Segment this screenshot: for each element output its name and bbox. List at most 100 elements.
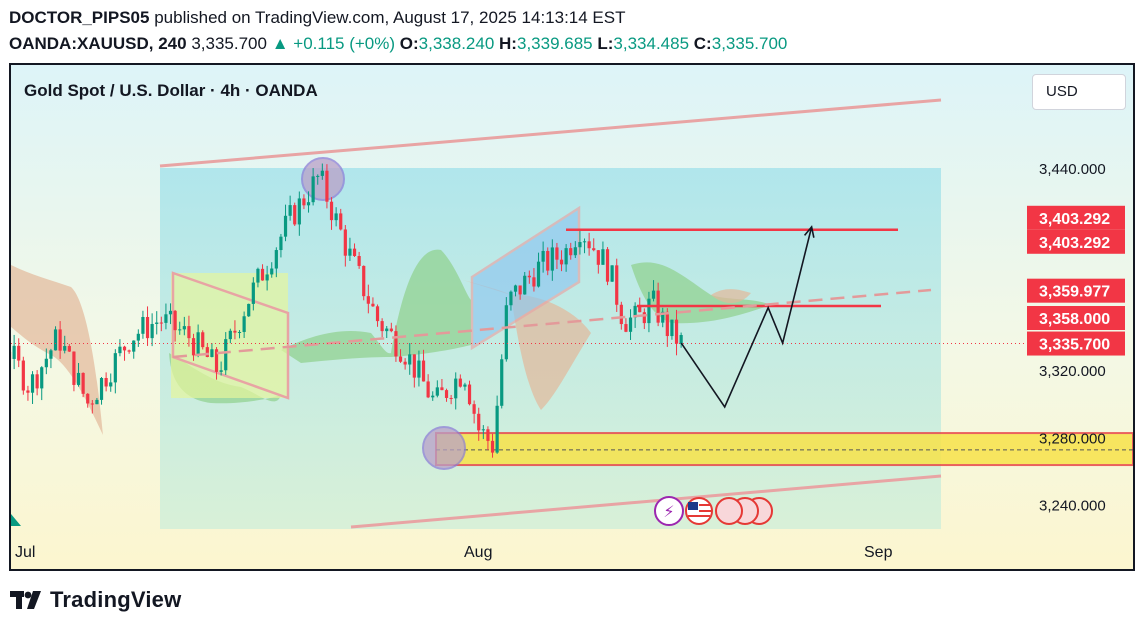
candle-body — [421, 360, 426, 382]
candle-body — [30, 374, 35, 393]
candle-body — [481, 429, 485, 431]
candle-body — [582, 241, 587, 243]
candle-body — [624, 324, 628, 332]
cloud-blob — [463, 280, 591, 410]
candle-body — [518, 285, 522, 295]
author-name[interactable]: DOCTOR_PIPS05 — [9, 8, 150, 27]
candle-body — [343, 229, 347, 256]
candle-body — [58, 329, 62, 351]
candle-body — [237, 331, 242, 333]
candle-body — [569, 248, 573, 256]
candle-body — [288, 205, 292, 216]
candle-body — [334, 213, 338, 221]
candle-body — [665, 311, 669, 337]
upper-channel-line — [159, 98, 942, 168]
candle-body — [228, 330, 232, 340]
candle-body — [178, 329, 182, 331]
candle-body — [449, 397, 453, 399]
price-tick-label: 3,280.000 — [1039, 430, 1106, 447]
candle-body — [279, 236, 283, 251]
price-tick-label: 3,440.000 — [1039, 161, 1106, 178]
price-change: +0.115 (+0%) — [293, 34, 396, 53]
candle-body — [224, 339, 228, 371]
bear-flag-channel — [171, 271, 290, 400]
candle-body — [633, 305, 637, 318]
candle-body — [136, 333, 140, 341]
price-tag — [1027, 278, 1125, 303]
candle-body — [596, 250, 600, 265]
candle-body — [12, 345, 16, 359]
candle-body — [661, 311, 665, 323]
candle-body — [302, 198, 306, 206]
candle-body — [99, 378, 104, 400]
candle-body — [362, 265, 366, 297]
tradingview-logo-icon[interactable] — [10, 589, 44, 611]
candle-body — [431, 395, 435, 398]
candle-body — [164, 314, 168, 323]
symbol-info-bar: OANDA:XAUUSD, 240 3,335.700 ▲ +0.115 (+0… — [9, 34, 787, 54]
candle-body — [523, 275, 527, 295]
lightning-event-icon[interactable] — [654, 496, 684, 526]
candle-body — [205, 347, 209, 357]
candle-body — [371, 303, 375, 307]
candle-body — [17, 345, 21, 361]
candle-body — [40, 367, 44, 389]
candle-body — [477, 413, 481, 431]
candle-body — [647, 298, 651, 324]
candle-body — [375, 306, 380, 322]
price-tag — [1027, 205, 1125, 230]
triangle-up-icon: ▲ — [271, 34, 289, 53]
candle-body — [564, 248, 568, 265]
us-flag-icon[interactable] — [685, 497, 773, 525]
price-tag — [1027, 229, 1125, 254]
candle-body — [504, 305, 508, 360]
candle-body — [352, 248, 357, 256]
candle-body — [274, 250, 278, 269]
candle-body — [366, 296, 370, 304]
candle-body — [72, 351, 76, 385]
candle-body — [122, 346, 127, 351]
candle-body — [219, 370, 223, 372]
footer: TradingView — [10, 587, 181, 613]
price-tick-label: 3,320.000 — [1039, 363, 1106, 380]
candle-body — [642, 312, 646, 324]
candle-body — [95, 399, 99, 405]
candle-body — [265, 274, 269, 281]
candle-body — [578, 242, 582, 248]
candle-body — [500, 359, 504, 406]
candle-body — [454, 378, 458, 399]
candle-body — [201, 332, 205, 348]
candle-body — [339, 213, 343, 230]
candle-body — [426, 381, 430, 398]
candle-body — [320, 170, 324, 176]
candle-body — [109, 382, 113, 387]
currency-button[interactable]: USD — [1032, 74, 1126, 110]
tradingview-brand[interactable]: TradingView — [50, 587, 182, 612]
candle-body — [210, 349, 214, 357]
candle-body — [509, 291, 513, 306]
event-icons[interactable]: ⚡ — [654, 496, 773, 526]
candle-body — [113, 353, 117, 383]
price-tag-label: 3,403.292 — [1039, 211, 1110, 228]
price-axis: 3,440.000 3,320.000 3,280.000 3,240.000 3,40… — [1027, 161, 1125, 515]
high-label: H: — [499, 34, 517, 53]
candle-body — [86, 393, 90, 404]
projection-path — [680, 226, 813, 409]
price-tag — [1027, 306, 1125, 331]
candle-body — [251, 282, 255, 304]
candle-body — [555, 247, 559, 260]
time-axis: Jul Aug Sep — [15, 544, 893, 561]
candle-body — [35, 374, 39, 389]
chart-panel[interactable]: 3,440.000 3,320.000 3,280.000 3,240.000 3,40… — [9, 63, 1135, 571]
support-zone — [435, 432, 1133, 467]
candle-body — [408, 354, 412, 365]
candle-body — [513, 285, 518, 292]
low-value: 3,334.485 — [613, 34, 690, 53]
candle-body — [283, 215, 288, 237]
candle-body — [247, 303, 251, 317]
candle-body — [527, 275, 531, 278]
candle-body — [233, 330, 237, 333]
candle-body — [316, 175, 320, 177]
price-chart[interactable]: 3,440.000 3,320.000 3,280.000 3,240.000 3,40… — [11, 65, 1133, 569]
price-tag-label: 3,358.000 — [1039, 311, 1110, 328]
